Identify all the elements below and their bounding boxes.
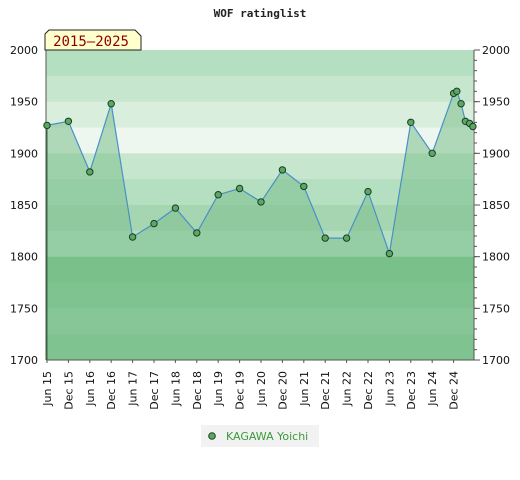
data-point[interactable]	[321, 234, 329, 242]
x-tick-label: Jun 22	[341, 371, 354, 407]
background-band	[46, 50, 474, 77]
x-tick-label: Dec 18	[191, 371, 204, 410]
data-points	[43, 87, 477, 258]
background-band	[46, 75, 474, 103]
x-tick-label: Dec 16	[105, 371, 118, 410]
x-tick-label: Jun 15	[41, 371, 54, 407]
y-tick-label-left: 1700	[10, 354, 38, 367]
x-tick-label: Jun 21	[298, 371, 311, 407]
period-badge-bg	[44, 29, 142, 51]
y-tick-label-right: 1750	[482, 302, 510, 315]
data-point[interactable]	[235, 184, 244, 193]
legend-label: KAGAWA Yoichi	[226, 430, 308, 443]
x-tick-label: Dec 23	[405, 371, 418, 410]
data-point[interactable]	[150, 219, 158, 228]
x-tick-label: Jun 20	[255, 371, 268, 407]
x-tick-label: Dec 21	[319, 371, 332, 410]
period-label: 2015–2025	[53, 34, 129, 50]
y-tick-label-left: 1800	[10, 251, 38, 264]
x-tick-label: Jun 17	[127, 371, 140, 407]
data-point[interactable]	[86, 168, 94, 176]
period-badge: 2015–2025	[44, 29, 142, 51]
data-point[interactable]	[469, 122, 477, 131]
data-point[interactable]	[428, 149, 436, 158]
x-tick-label: Dec 19	[234, 371, 247, 410]
data-point[interactable]	[457, 100, 465, 108]
data-point[interactable]	[385, 249, 394, 258]
data-point[interactable]	[171, 204, 180, 212]
chart-title: WOF ratinglist	[214, 7, 307, 20]
y-tick-label-right: 1900	[482, 147, 510, 160]
y-tick-label-left: 2000	[10, 44, 38, 57]
legend-marker-icon	[208, 432, 216, 440]
x-tick-label: Dec 24	[448, 371, 461, 410]
rating-area-fill	[47, 91, 473, 361]
background-band	[46, 101, 474, 128]
y-tick-label-left: 1850	[10, 199, 38, 212]
data-point[interactable]	[278, 166, 287, 174]
y-tick-label-left: 1750	[10, 302, 38, 315]
x-tick-label: Jun 24	[426, 371, 439, 407]
x-tick-label: Dec 17	[148, 371, 161, 410]
y-tick-label-right: 1700	[482, 354, 510, 367]
data-point[interactable]	[128, 233, 137, 241]
data-point[interactable]	[193, 229, 201, 237]
data-point[interactable]	[342, 234, 351, 242]
x-tick-label: Jun 23	[383, 371, 396, 407]
x-tick-label: Dec 15	[62, 371, 75, 410]
legend-bg	[201, 425, 319, 447]
x-tick-label: Dec 22	[362, 371, 375, 410]
y-tick-label-left: 1950	[10, 96, 38, 109]
y-tick-label-right: 1850	[482, 199, 510, 212]
data-point[interactable]	[300, 182, 308, 191]
data-point[interactable]	[407, 118, 415, 127]
x-tick-label: Jun 16	[84, 371, 97, 407]
data-point[interactable]	[214, 191, 222, 199]
y-tick-label-right: 1950	[482, 96, 510, 109]
y-tick-label-right: 1800	[482, 251, 510, 264]
axes: 1700 1700 1750 1750 1800 1800 1850 1850 1900 1900…	[10, 44, 510, 410]
data-point[interactable]	[107, 100, 115, 108]
x-tick-label: Jun 19	[212, 371, 225, 407]
data-point[interactable]	[257, 198, 265, 206]
legend[interactable]: KAGAWA Yoichi	[201, 425, 319, 447]
data-point[interactable]	[364, 187, 372, 196]
y-tick-label-right: 2000	[482, 44, 510, 57]
data-point[interactable]	[43, 121, 51, 130]
data-point[interactable]	[64, 117, 73, 126]
data-point[interactable]	[453, 87, 461, 96]
x-tick-label: Jun 18	[169, 371, 182, 407]
y-tick-label-left: 1900	[10, 147, 38, 160]
x-tick-label: Dec 20	[276, 371, 289, 410]
